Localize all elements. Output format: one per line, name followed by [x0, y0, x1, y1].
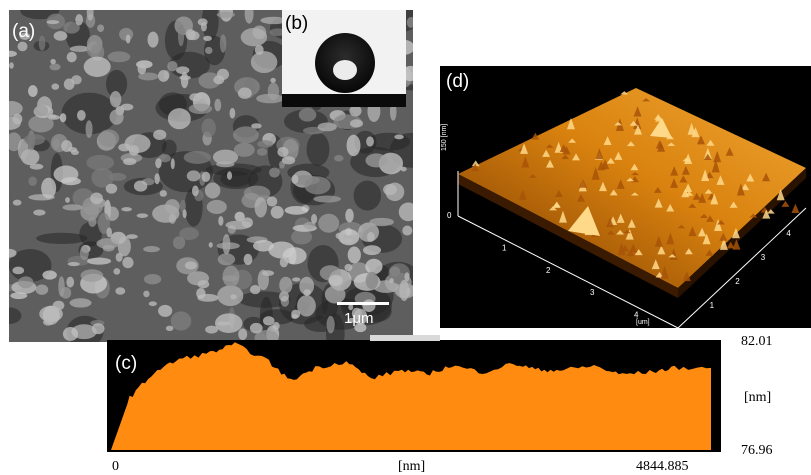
- svg-text:0: 0: [447, 211, 452, 220]
- profile-x-min: 0: [112, 459, 119, 475]
- svg-text:150 [nm]: 150 [nm]: [441, 124, 448, 151]
- afm-y-tick: 2: [735, 277, 740, 286]
- afm-x-tick: 3: [590, 288, 595, 297]
- contact-angle-panel: (b): [282, 10, 406, 107]
- profile-y-unit: [nm]: [744, 390, 771, 406]
- height-profile-chart: [107, 340, 721, 452]
- scale-bar-label: 1μm: [344, 310, 373, 327]
- panel-d-label: (d): [446, 72, 469, 91]
- scale-bar: [337, 302, 389, 305]
- afm-y-tick: 1: [710, 301, 715, 310]
- panel-a-label: (a): [12, 22, 35, 41]
- droplet-highlight: [333, 60, 357, 80]
- profile-x-unit: [nm]: [398, 459, 425, 475]
- substrate-line: [282, 94, 406, 107]
- panel-c-label: (c): [115, 354, 137, 373]
- afm-x-tick: 1: [502, 243, 507, 252]
- height-profile-panel: (c): [107, 340, 721, 452]
- profile-y-max: 82.01: [741, 334, 773, 350]
- afm-y-tick: 3: [761, 253, 766, 262]
- profile-y-min: 76.96: [741, 443, 773, 459]
- afm-x-unit: [um]: [636, 319, 650, 326]
- profile-area: [111, 342, 711, 450]
- profile-cursor-marks: [370, 335, 440, 341]
- panel-b-label: (b): [285, 14, 308, 33]
- afm-y-tick: 4: [786, 229, 791, 238]
- profile-x-max: 4844.885: [636, 459, 689, 475]
- afm-x-tick: 2: [546, 266, 551, 275]
